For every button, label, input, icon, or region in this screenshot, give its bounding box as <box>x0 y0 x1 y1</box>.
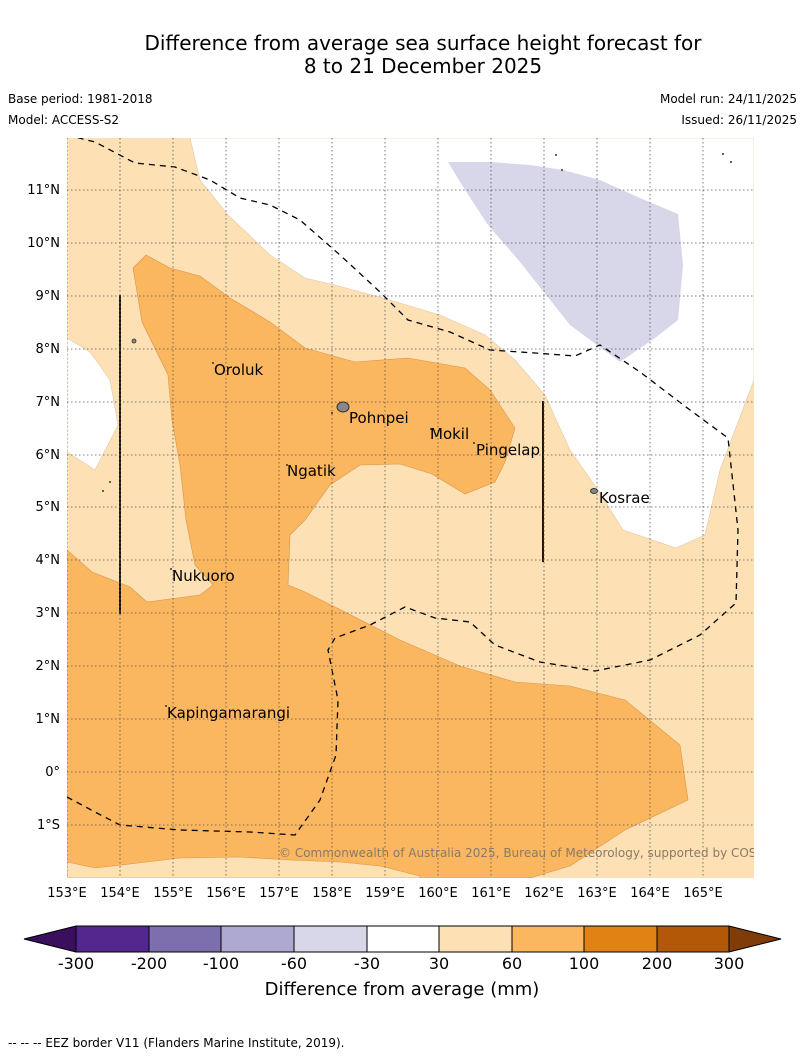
colorbar-segment <box>220 925 295 953</box>
lat-label: 4°N <box>36 553 61 568</box>
lat-label: 9°N <box>36 289 61 304</box>
lon-label: 163°E <box>577 886 617 901</box>
label-ngatik: Ngatik <box>287 462 336 480</box>
label-pohnpei: Pohnpei <box>349 409 409 427</box>
title-line-2: 8 to 21 December 2025 <box>303 54 543 78</box>
chart-title: Difference from average sea surface heig… <box>0 32 804 78</box>
colorbar-tick: 300 <box>714 954 745 973</box>
eez-borders <box>67 138 739 836</box>
lat-label: 1°N <box>36 712 61 727</box>
label-nukuoro: Nukuoro <box>172 567 235 585</box>
colorbar-tick: -200 <box>131 954 167 973</box>
lat-label: 11°N <box>27 183 60 198</box>
label-mokil: Mokil <box>430 425 469 443</box>
lon-label: 157°E <box>259 886 299 901</box>
eez-footnote: -- -- -- EEZ border V11 (Flanders Marine… <box>8 1036 345 1050</box>
pohnpei-island <box>336 401 350 413</box>
lat-label: 10°N <box>27 236 60 251</box>
lat-label: 6°N <box>36 448 61 463</box>
colorbar-segment <box>148 925 222 953</box>
lat-label: 7°N <box>36 395 61 410</box>
label-pingelap: Pingelap <box>476 441 540 459</box>
colorbar-tick: 60 <box>502 954 522 973</box>
kosrae-island <box>590 488 598 494</box>
region-negative <box>448 162 683 362</box>
colorbar-tick: 100 <box>569 954 600 973</box>
lon-label: 164°E <box>630 886 670 901</box>
lat-label: 2°N <box>36 659 61 674</box>
region-60-100-south <box>67 550 300 878</box>
colorbar-segment <box>438 925 513 953</box>
graticule <box>67 138 754 878</box>
lon-label: 159°E <box>365 886 405 901</box>
colorbar-tick: -60 <box>281 954 307 973</box>
colorbar-segment <box>583 925 658 953</box>
lon-label: 165°E <box>683 886 723 901</box>
lon-label: 158°E <box>312 886 352 901</box>
label-kapingamarangi: Kapingamarangi <box>167 704 290 722</box>
lon-label: 162°E <box>524 886 564 901</box>
model-run: Model run: 24/11/2025 <box>659 92 797 106</box>
lon-label: 155°E <box>153 886 193 901</box>
region-60-100-central <box>67 254 689 878</box>
colorbar-segment <box>366 925 440 953</box>
colorbar-tick: -300 <box>58 954 94 973</box>
colorbar: -300 -200 -100 -60 -30 30 60 100 200 300… <box>23 925 782 1000</box>
colorbar-segment <box>75 925 150 953</box>
colorbar-title: Difference from average (mm) <box>265 979 540 1000</box>
title-line-1: Difference from average sea surface heig… <box>144 31 702 55</box>
latitude-labels: 11°N 10°N 9°N 8°N 7°N 6°N 5°N 4°N 3°N 2°… <box>27 183 60 833</box>
longitude-labels: 153°E 154°E 155°E 156°E 157°E 158°E 159°… <box>47 886 723 901</box>
lon-label: 161°E <box>471 886 511 901</box>
lon-label: 154°E <box>100 886 140 901</box>
lat-label: 3°N <box>36 606 61 621</box>
label-kosrae: Kosrae <box>599 489 650 507</box>
colorbar-extend-high <box>728 925 782 953</box>
issued-date: Issued: 26/11/2025 <box>681 113 797 127</box>
eez-border-north <box>67 138 739 836</box>
copyright-notice: © Commonwealth of Australia 2025, Bureau… <box>279 846 784 860</box>
base-period: Base period: 1981-2018 <box>8 92 153 106</box>
colorbar-segment <box>293 925 368 953</box>
small-island <box>131 338 137 344</box>
colorbar-segment <box>656 925 730 953</box>
colorbar-segment <box>511 925 585 953</box>
colorbar-tick: 30 <box>429 954 449 973</box>
islands <box>102 153 732 707</box>
colorbar-tick: -30 <box>354 954 380 973</box>
lat-label: 1°S <box>37 818 60 833</box>
colorbar-tick: -100 <box>203 954 239 973</box>
colorbar-tick: 200 <box>642 954 673 973</box>
model-name: Model: ACCESS-S2 <box>8 113 120 127</box>
colorbar-extend-low <box>23 925 77 953</box>
lat-label: 8°N <box>36 342 61 357</box>
lon-label: 160°E <box>418 886 458 901</box>
lon-label: 153°E <box>47 886 87 901</box>
label-oroluk: Oroluk <box>214 361 263 379</box>
lat-label: 0° <box>45 765 60 780</box>
lon-label: 156°E <box>206 886 246 901</box>
lat-label: 5°N <box>36 500 61 515</box>
map-area: Oroluk Pohnpei Mokil Pingelap Ngatik Kos… <box>67 138 784 878</box>
region-neutral-west <box>67 337 119 471</box>
